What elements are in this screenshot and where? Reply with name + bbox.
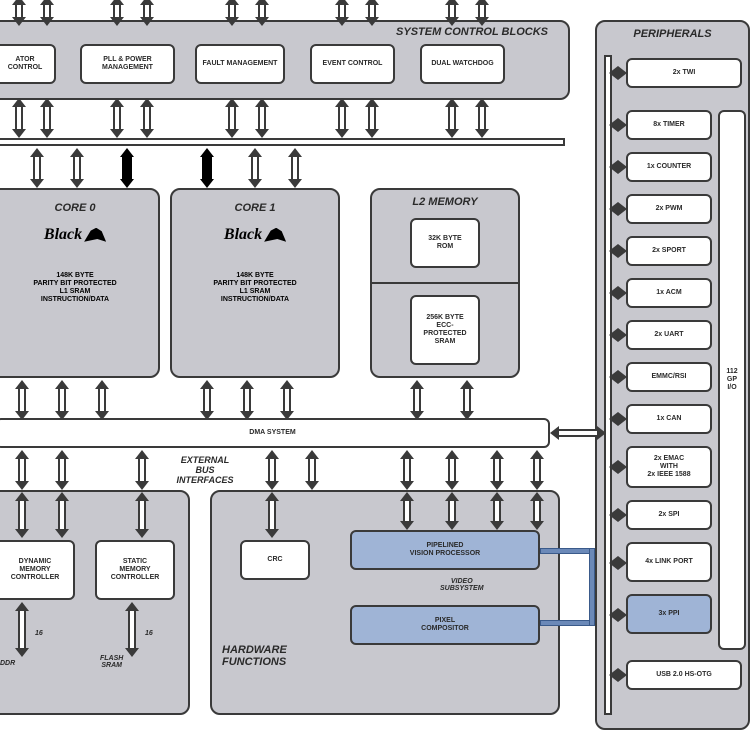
core1-logo: Black: [224, 226, 262, 243]
ext-bus-label: EXTERNAL BUS INTERFACES: [165, 455, 245, 485]
ddr-label: DDR: [0, 660, 15, 667]
core0-title: CORE 0: [0, 190, 158, 214]
periph-emac: 2x EMAC WITH 2x IEEE 1588: [626, 446, 712, 488]
system-control-title: SYSTEM CONTROL BLOCKS: [396, 26, 548, 38]
blackfin-icon: [264, 228, 286, 242]
gpio-box: 112 GP I/O: [718, 110, 746, 650]
core0-panel: CORE 0 Black 148K BYTE PARITY BIT PROTEC…: [0, 188, 160, 378]
core1-desc: 148K BYTE PARITY BIT PROTECTED L1 SRAM I…: [172, 272, 338, 304]
periph-sport: 2x SPORT: [626, 236, 712, 266]
periph-twi: 2x TWI: [626, 58, 742, 88]
crc-box: CRC: [240, 540, 310, 580]
l2-title: L2 MEMORY: [372, 190, 518, 208]
hw-funcs-title: HARDWARE FUNCTIONS: [222, 644, 287, 668]
sys-block-ator: ATOR CONTROL: [0, 44, 56, 84]
periph-acm: 1x ACM: [626, 278, 712, 308]
periph-counter: 1x COUNTER: [626, 152, 712, 182]
core0-desc: 148K BYTE PARITY BIT PROTECTED L1 SRAM I…: [0, 272, 158, 304]
ddr-width: 16: [35, 630, 43, 637]
pipelined-vision-processor: PIPELINED VISION PROCESSOR: [350, 530, 540, 570]
periph-emmc: EMMC/RSI: [626, 362, 712, 392]
core0-logo: Black: [44, 226, 82, 243]
core1-panel: CORE 1 Black 148K BYTE PARITY BIT PROTEC…: [170, 188, 340, 378]
static-mem-controller: STATIC MEMORY CONTROLLER: [95, 540, 175, 600]
flash-label: FLASH SRAM: [100, 655, 123, 669]
core1-title: CORE 1: [172, 190, 338, 214]
pixel-compositor: PIXEL COMPOSITOR: [350, 605, 540, 645]
sys-block-fault: FAULT MANAGEMENT: [195, 44, 285, 84]
dma-system: DMA SYSTEM: [0, 418, 550, 448]
sys-block-event: EVENT CONTROL: [310, 44, 395, 84]
blackfin-icon: [84, 228, 106, 242]
periph-pwm: 2x PWM: [626, 194, 712, 224]
periph-spi: 2x SPI: [626, 500, 712, 530]
sys-block-pll: PLL & POWER MANAGEMENT: [80, 44, 175, 84]
top-bus: [0, 138, 565, 146]
periph-uart: 2x UART: [626, 320, 712, 350]
l2-sram: 256K BYTE ECC- PROTECTED SRAM: [410, 295, 480, 365]
video-subsystem-label: VIDEO SUBSYSTEM: [440, 578, 484, 592]
periph-can: 1x CAN: [626, 404, 712, 434]
l2-rom: 32K BYTE ROM: [410, 218, 480, 268]
periph-timer: 8x TIMER: [626, 110, 712, 140]
peripherals-title: PERIPHERALS: [597, 22, 748, 40]
flash-width: 16: [145, 630, 153, 637]
sys-block-watchdog: DUAL WATCHDOG: [420, 44, 505, 84]
periph-linkport: 4x LINK PORT: [626, 542, 712, 582]
hw-funcs-panel: HARDWARE FUNCTIONS: [210, 490, 560, 715]
periph-usb: USB 2.0 HS-OTG: [626, 660, 742, 690]
periph-ppi: 3x PPI: [626, 594, 712, 634]
dynamic-mem-controller: DYNAMIC MEMORY CONTROLLER: [0, 540, 75, 600]
